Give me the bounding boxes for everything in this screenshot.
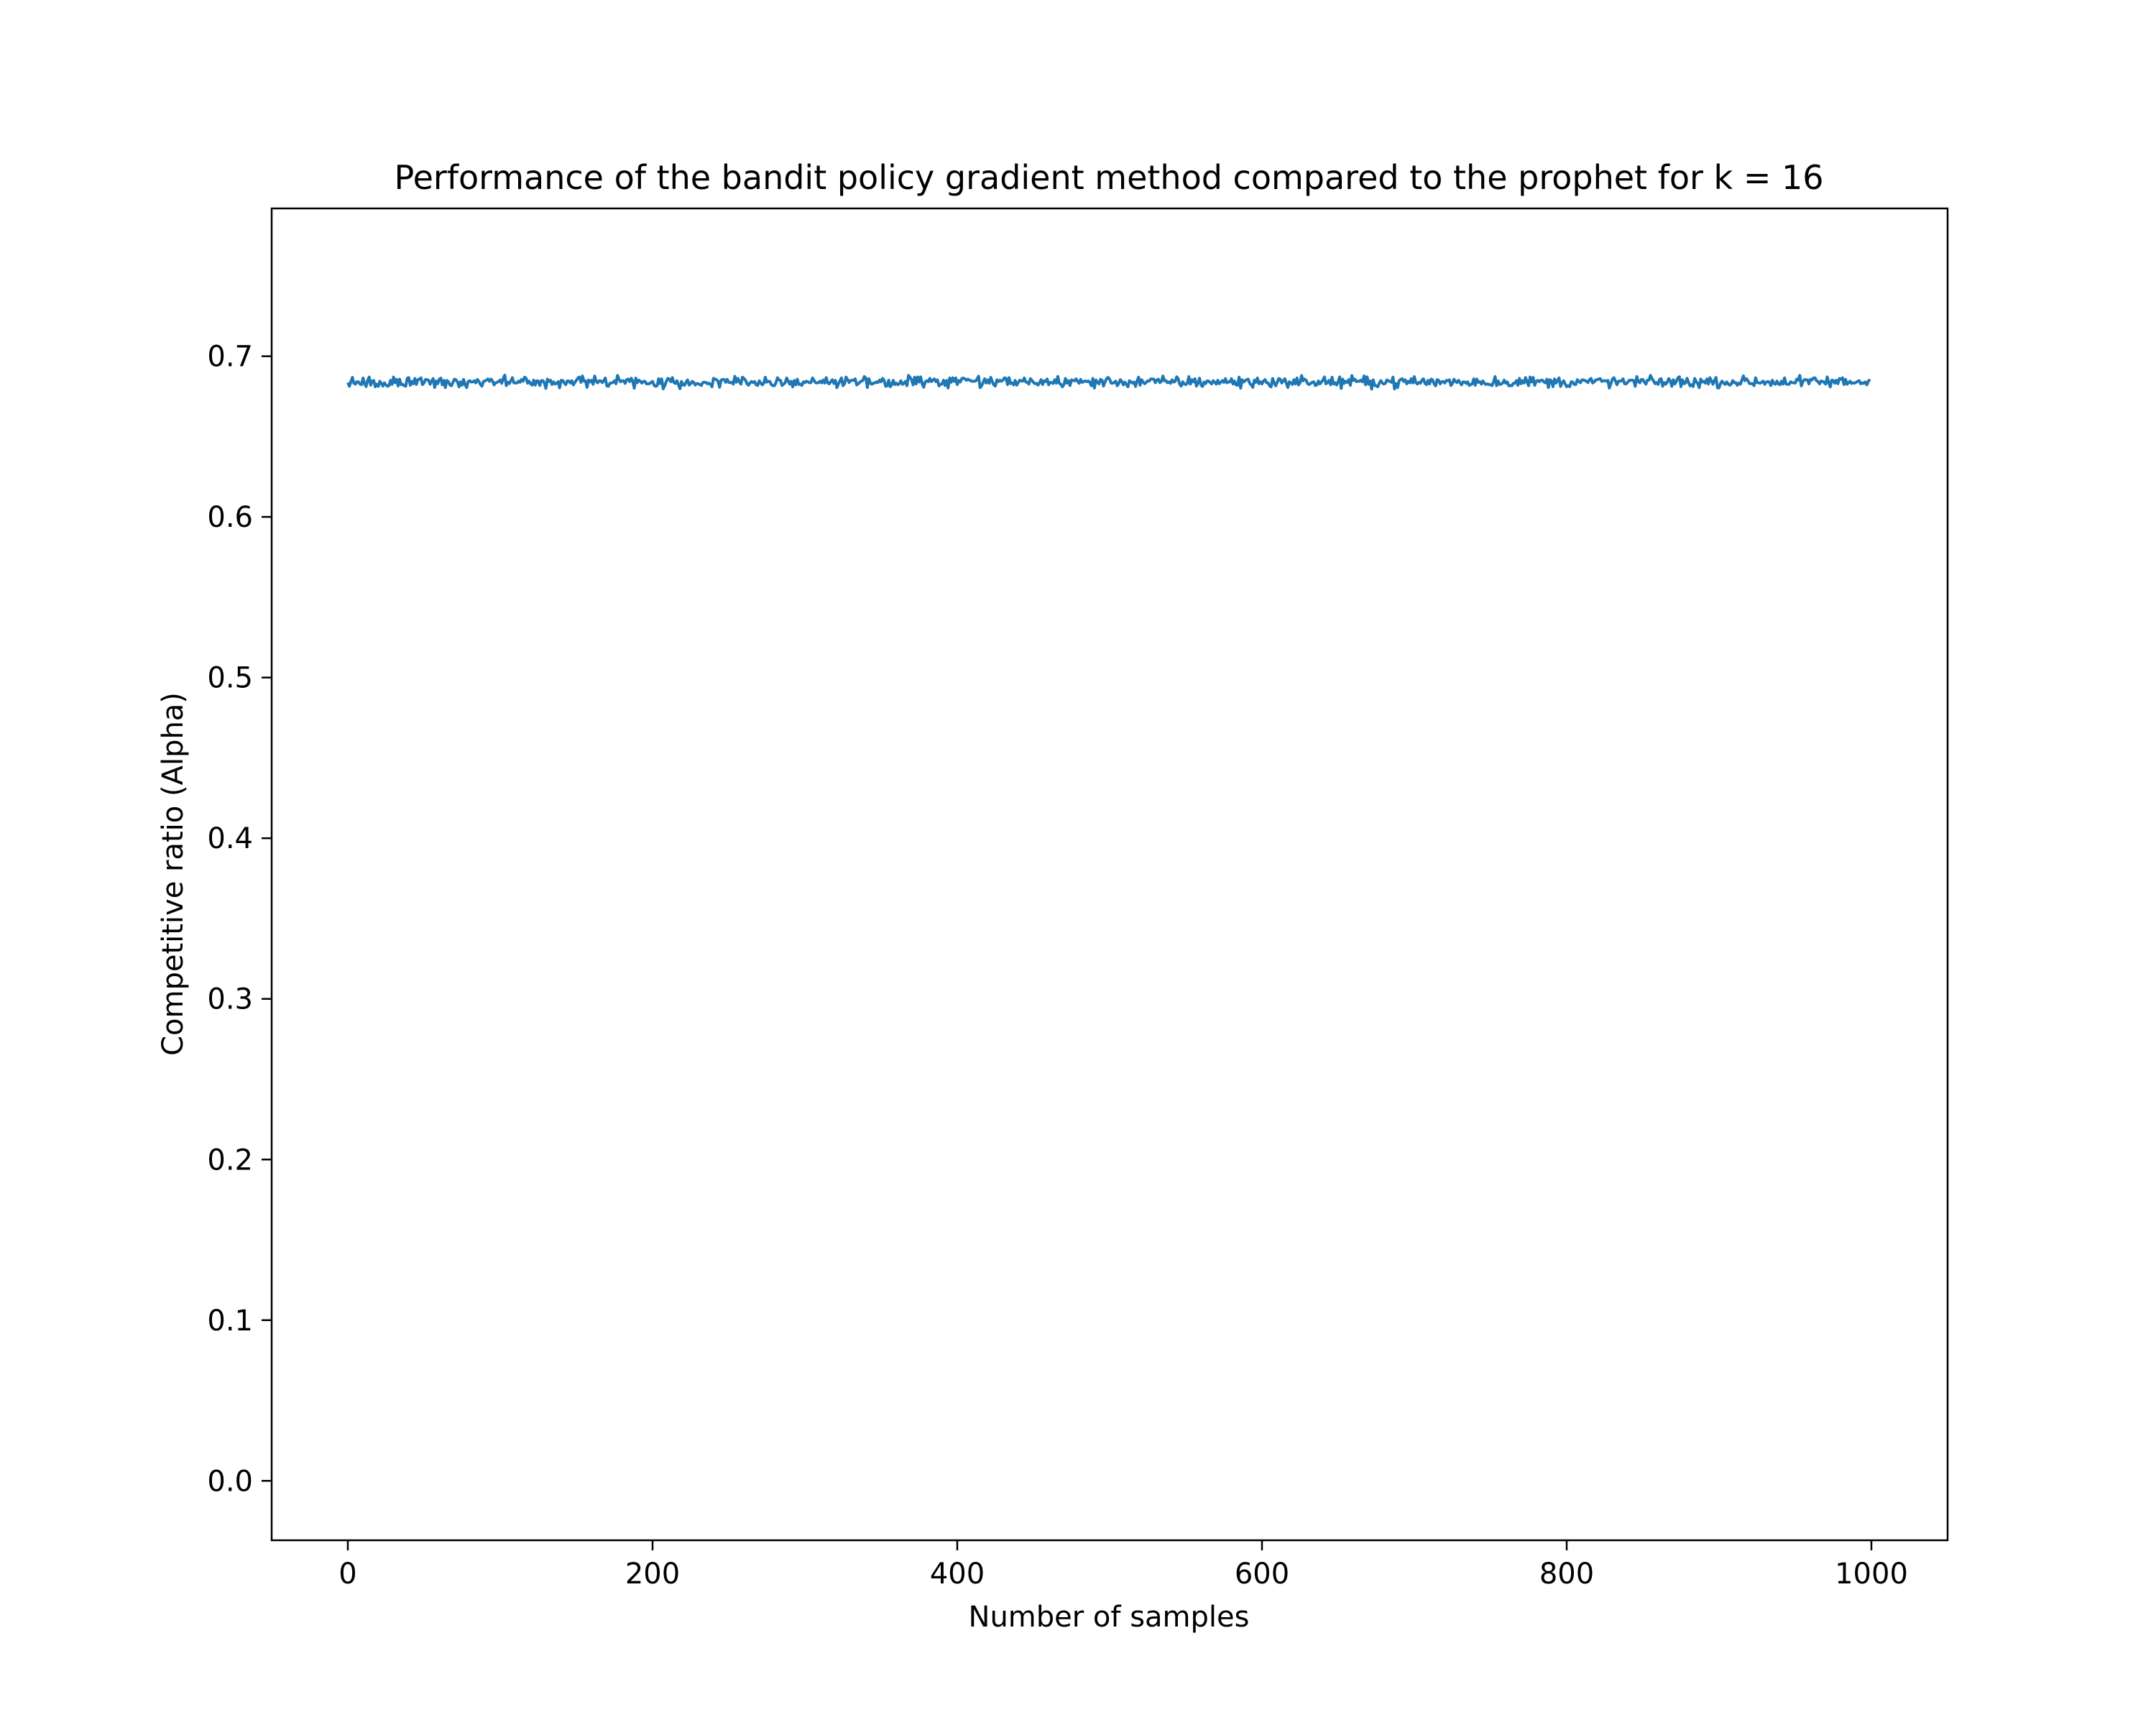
y-tick-label: 0.2 <box>207 1144 253 1177</box>
plot-frame <box>270 207 1949 1542</box>
y-tick-label: 0.6 <box>207 501 253 534</box>
chart-title: Performance of the bandit policy gradien… <box>394 158 1823 197</box>
y-tick-label: 0.5 <box>207 662 253 695</box>
x-tick-label: 200 <box>625 1558 680 1591</box>
series-line <box>346 373 1871 391</box>
x-axis-label: Number of samples <box>969 1601 1250 1634</box>
y-tick-label: 0.7 <box>207 341 253 374</box>
x-tick-label: 1000 <box>1835 1558 1908 1591</box>
y-tick-label: 0.1 <box>207 1305 253 1338</box>
x-axis: 0 200 400 600 800 1000 <box>338 1540 1908 1591</box>
x-tick-label: 400 <box>930 1558 985 1591</box>
x-tick-label: 0 <box>338 1558 356 1591</box>
y-tick-label: 0.3 <box>207 983 253 1016</box>
x-tick-label: 800 <box>1539 1558 1594 1591</box>
y-tick-label: 0.0 <box>207 1465 253 1498</box>
plot-series-group <box>346 373 1871 391</box>
y-axis-label: Competitive ratio (Alpha) <box>157 692 190 1056</box>
y-tick-label: 0.4 <box>207 822 253 855</box>
y-axis: 0.0 0.1 0.2 0.3 0.4 0.5 0.6 0.7 <box>207 341 272 1498</box>
x-tick-label: 600 <box>1235 1558 1289 1591</box>
